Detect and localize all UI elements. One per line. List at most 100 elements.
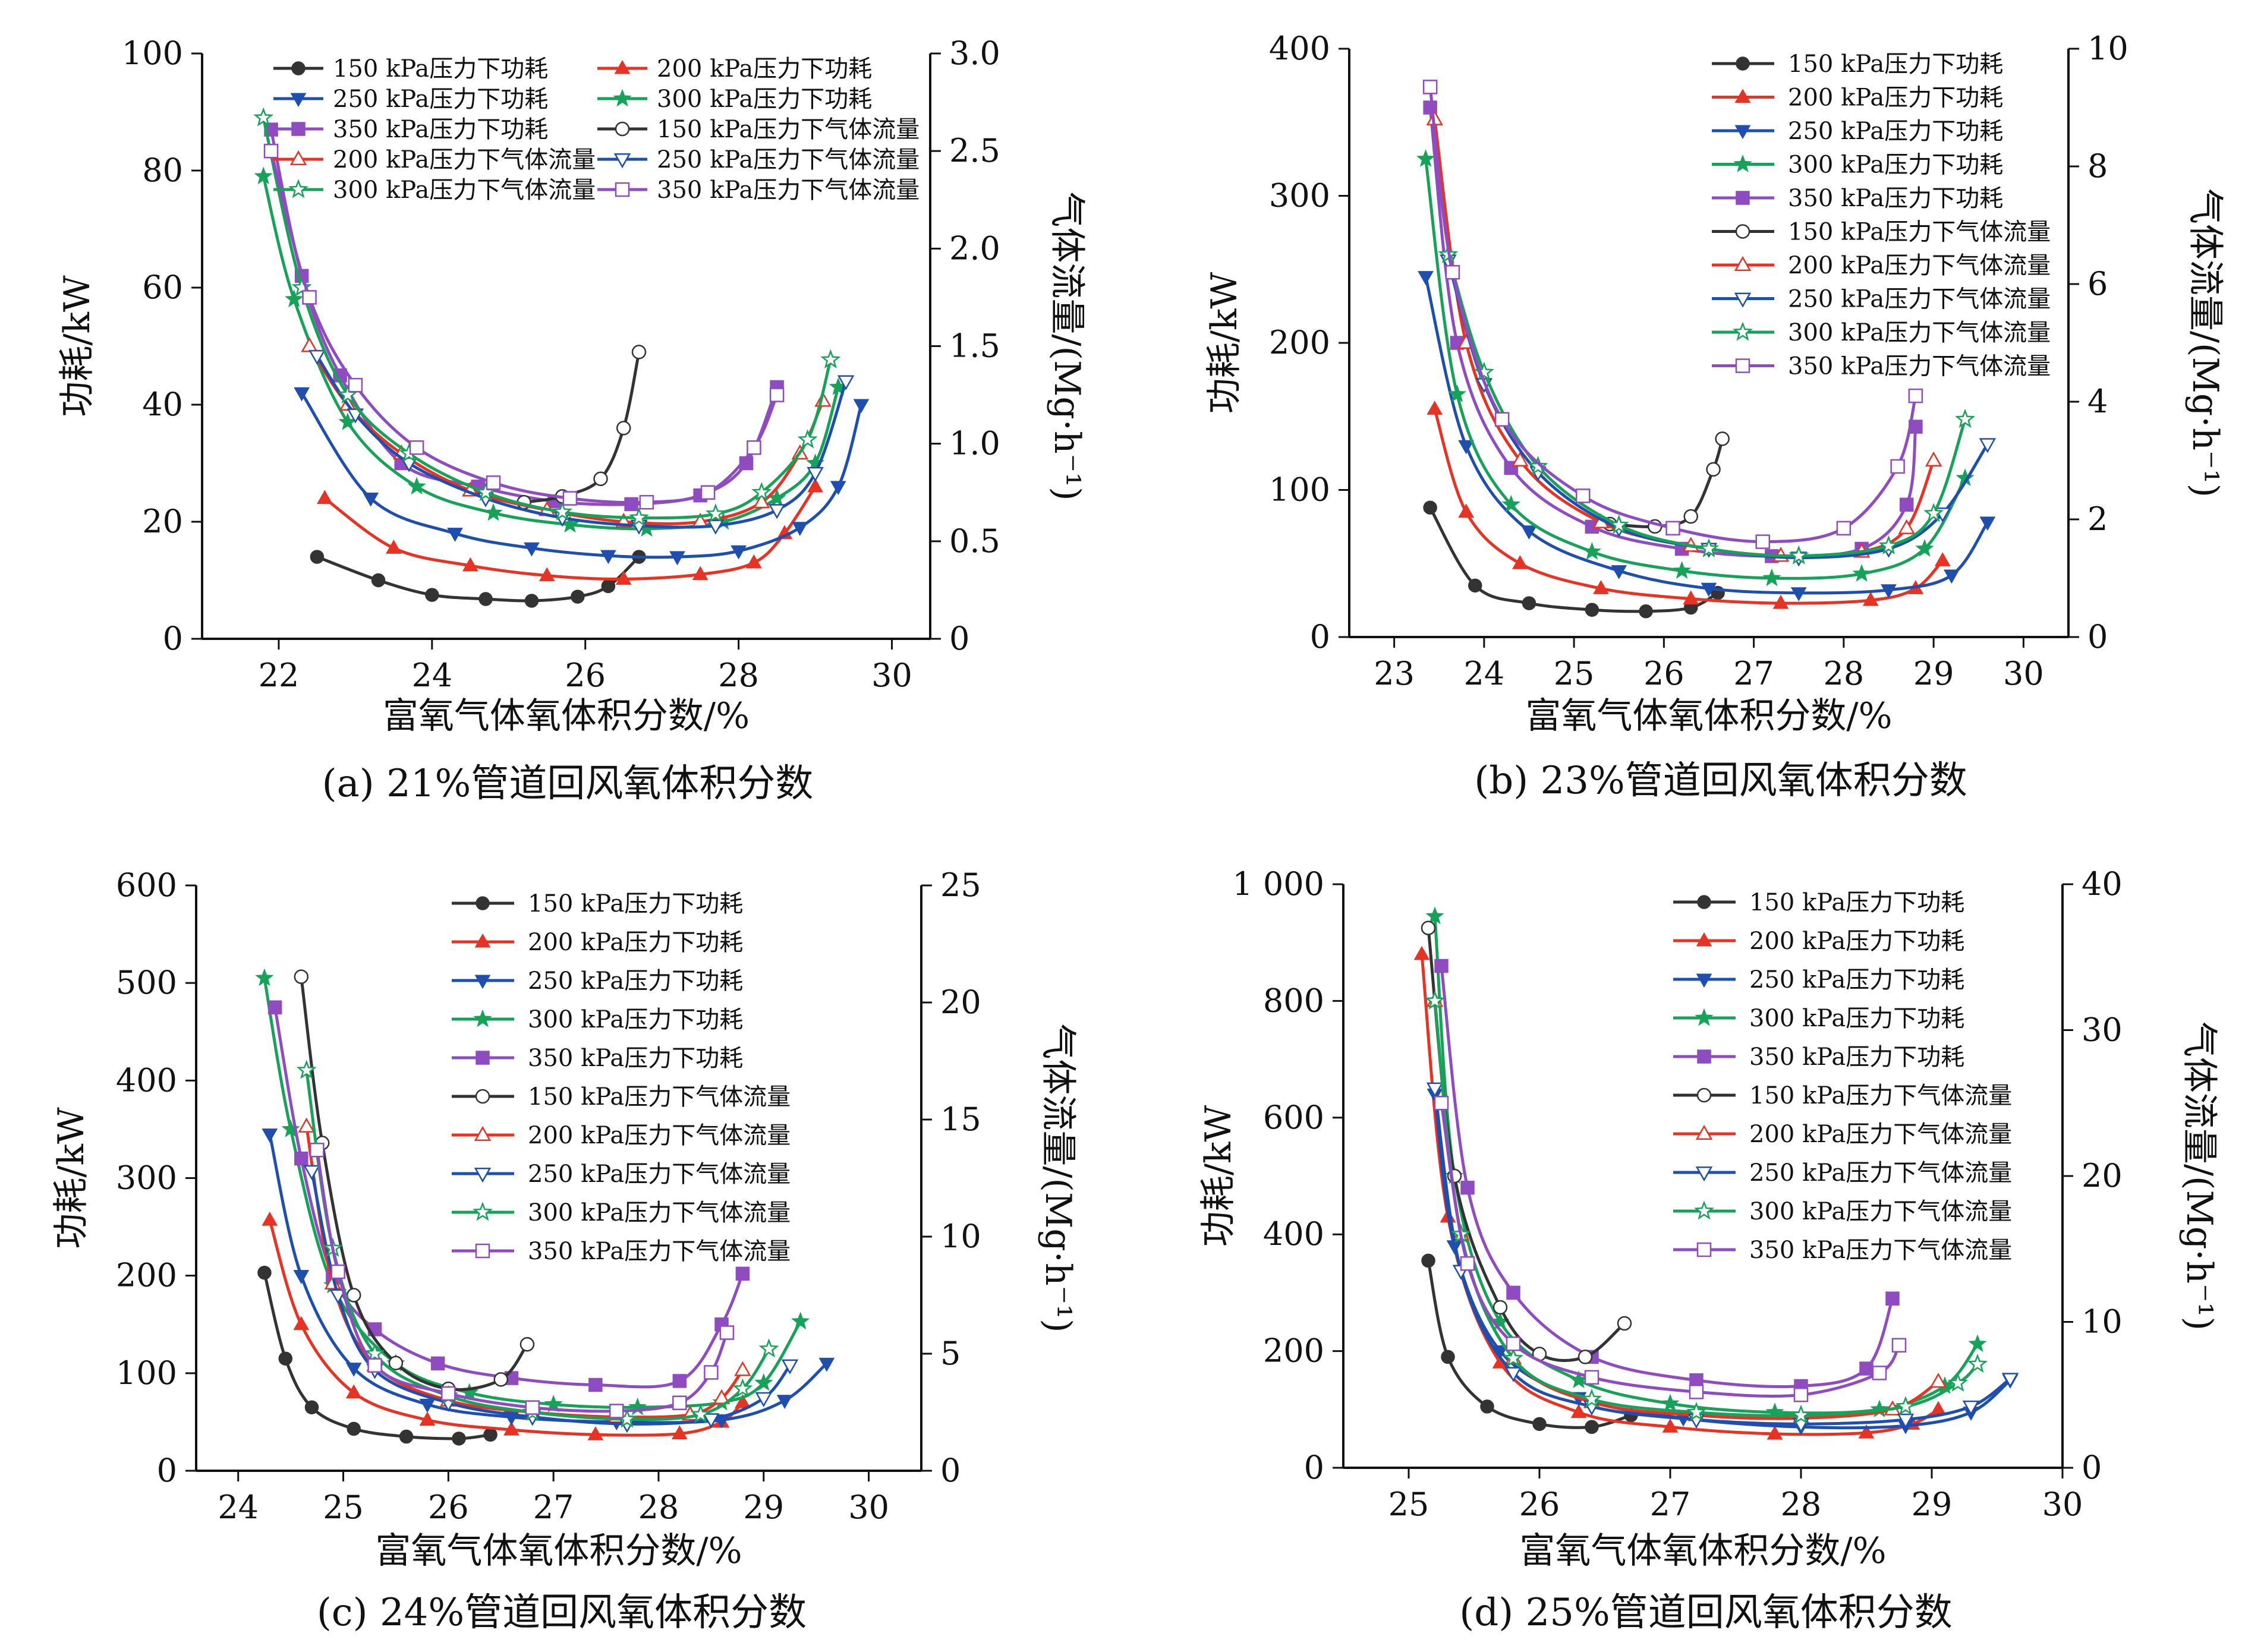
series-10 — [310, 1142, 735, 1418]
data-point — [730, 545, 747, 560]
data-point — [1836, 521, 1851, 536]
data-point — [303, 1165, 320, 1180]
data-point — [1458, 503, 1475, 518]
data-point — [837, 375, 855, 390]
series-line — [273, 1007, 744, 1389]
legend-marker — [614, 59, 631, 74]
legend: 150 kPa压力下功耗 200 kPa压力下功耗 250 kPa压力下功耗 300 … — [1673, 889, 2012, 1264]
data-point — [310, 1142, 325, 1158]
y-axis-title: 功耗/kW — [56, 275, 98, 417]
data-point — [330, 1264, 345, 1279]
y2-tick-label: 0 — [2087, 618, 2108, 655]
data-point — [820, 349, 841, 369]
data-point — [776, 1395, 793, 1409]
data-point — [609, 1404, 624, 1418]
y-tick-label: 300 — [116, 1159, 177, 1197]
data-point — [758, 1338, 779, 1358]
data-point — [310, 550, 325, 564]
y-tick-label: 300 — [1269, 177, 1330, 215]
chart-panel-1: 22 24 26 28 30 0 20 40 60 80 100 0 0.5 1.0 1.5 2.0 2.5 3.… — [56, 34, 1088, 806]
y2-tick-label: 10 — [2082, 1303, 2123, 1341]
series-line — [308, 345, 824, 525]
data-point — [1582, 1388, 1602, 1408]
data-point — [1427, 401, 1443, 415]
data-point — [671, 1425, 688, 1440]
series-line — [1447, 254, 1967, 557]
series-4 — [1416, 149, 1975, 587]
x-tick-label: 29 — [1913, 655, 1954, 692]
legend-marker — [615, 182, 630, 197]
data-point — [462, 557, 478, 572]
data-point — [1772, 594, 1789, 609]
legend-marker — [1695, 1166, 1713, 1182]
legend-label: 250 kPa压力下气体流量 — [657, 146, 920, 174]
legend-label: 350 kPa压力下气体流量 — [528, 1238, 791, 1265]
y-tick-label: 100 — [122, 34, 183, 72]
legend-label: 150 kPa压力下气体流量 — [657, 116, 920, 143]
data-point — [1416, 149, 1435, 167]
y-tick-label: 400 — [1263, 1215, 1324, 1253]
data-point — [1852, 564, 1871, 582]
legend-marker — [473, 1009, 492, 1027]
data-point — [1699, 538, 1719, 557]
legend-label: 200 kPa压力下功耗 — [657, 55, 872, 83]
data-point — [1915, 539, 1934, 557]
legend-entry: 300 kPa压力下功耗 — [452, 1006, 743, 1033]
data-point — [345, 1384, 362, 1399]
data-point — [552, 501, 573, 521]
series-2 — [262, 1211, 751, 1440]
data-point — [1948, 1372, 1968, 1392]
data-point — [1689, 1385, 1704, 1399]
y-tick-label: 40 — [142, 386, 183, 423]
y-tick-label: 600 — [116, 866, 177, 904]
data-point — [690, 1404, 711, 1423]
series-line — [1610, 438, 1724, 528]
data-point — [278, 1351, 293, 1366]
legend-entry: 150 kPa压力下功耗 — [1712, 51, 2003, 78]
legend-entry: 150 kPa压力下气体流量 — [452, 1083, 791, 1111]
legend-entry: 150 kPa压力下功耗 — [273, 55, 548, 83]
data-point — [1460, 1256, 1475, 1271]
data-point — [254, 166, 273, 185]
data-point — [600, 550, 616, 565]
legend-entry: 300 kPa压力下功耗 — [1673, 1005, 1964, 1032]
data-point — [707, 519, 725, 535]
data-point — [1413, 945, 1430, 960]
data-point — [1460, 1180, 1475, 1195]
data-point — [1962, 1400, 1980, 1416]
legend-marker — [1733, 155, 1752, 172]
series-line — [268, 1219, 744, 1437]
series-line — [1424, 159, 1967, 580]
legend-marker — [1736, 56, 1750, 71]
legend-marker — [474, 1167, 492, 1183]
x-tick-label: 27 — [533, 1489, 574, 1526]
y-tick-label: 400 — [1269, 30, 1330, 67]
legend-marker — [291, 61, 306, 75]
data-point — [1908, 388, 1923, 403]
legend-label: 250 kPa压力下气体流量 — [1749, 1159, 2012, 1187]
data-point — [524, 594, 539, 608]
data-point — [1426, 1082, 1444, 1098]
x-tick-label: 24 — [218, 1489, 259, 1526]
x-tick-label: 26 — [1643, 655, 1684, 692]
data-point — [704, 1365, 719, 1380]
y-axis-title: 功耗/kW — [1204, 272, 1245, 414]
legend-marker — [474, 1125, 492, 1142]
legend-entry: 250 kPa压力下气体流量 — [597, 146, 920, 174]
legend-label: 200 kPa压力下气体流量 — [1788, 252, 2051, 279]
x-tick-label: 30 — [2003, 655, 2044, 692]
y-tick-label: 1 000 — [1232, 865, 1324, 903]
data-point — [346, 1288, 361, 1303]
data-point — [1897, 1413, 1915, 1429]
legend-entry: 350 kPa压力下气体流量 — [1712, 353, 2051, 380]
data-point — [755, 1392, 773, 1408]
series-line — [323, 485, 817, 581]
data-point — [400, 457, 418, 472]
y-tick-label: 100 — [1269, 471, 1330, 509]
legend-marker — [476, 1051, 490, 1065]
legend-label: 250 kPa压力下功耗 — [1788, 118, 2003, 145]
y-tick-label: 0 — [157, 1452, 177, 1489]
data-point — [1790, 587, 1807, 601]
data-point — [672, 1374, 687, 1388]
x-tick-label: 30 — [871, 657, 912, 694]
